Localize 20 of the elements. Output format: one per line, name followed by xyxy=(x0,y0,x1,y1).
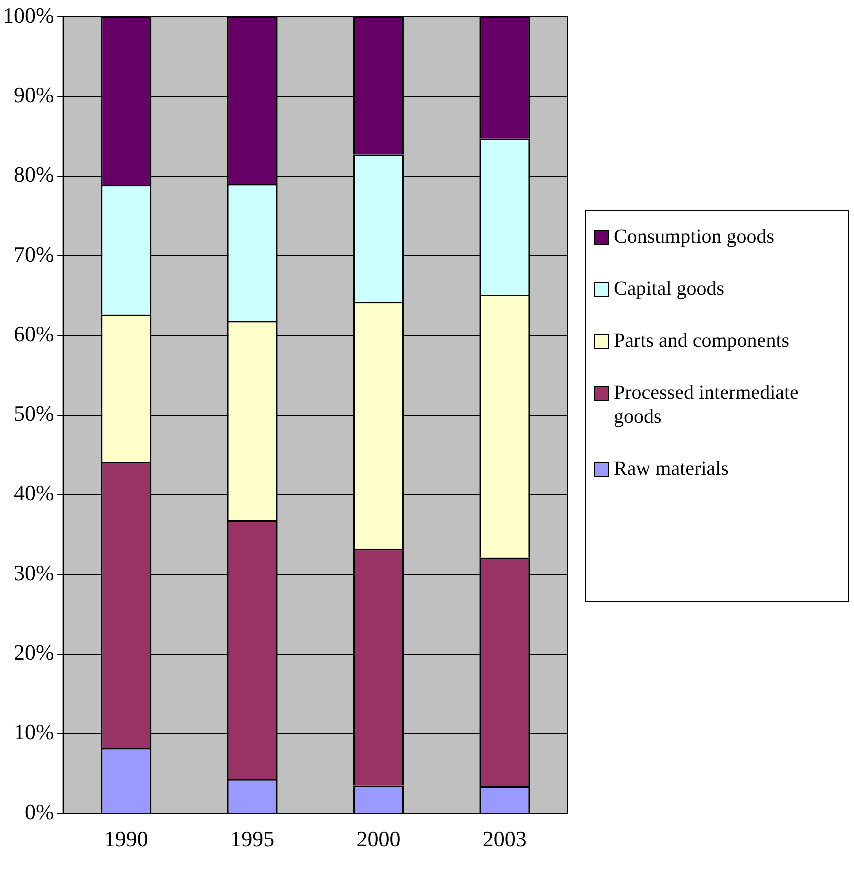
y-tick-label: 70% xyxy=(14,242,54,267)
y-tick-label: 50% xyxy=(14,401,54,426)
y-tick-label: 80% xyxy=(14,162,54,188)
y-tick-label: 20% xyxy=(14,640,54,666)
y-tick-label: 100% xyxy=(3,2,54,28)
y-tick-label: 40% xyxy=(14,480,54,506)
y-tick-label: 0% xyxy=(25,799,54,824)
x-tick-label: 1990 xyxy=(104,826,148,852)
legend-label: Consumption goods xyxy=(614,225,775,249)
y-tick-label: 90% xyxy=(14,82,54,108)
y-tick-label: 30% xyxy=(14,560,54,586)
y-tick-label: 60% xyxy=(14,321,54,346)
legend-label: Parts and components xyxy=(614,329,790,353)
x-tick-label: 1995 xyxy=(230,826,275,852)
legend-label: Raw materials xyxy=(614,457,729,481)
legend-label: Processed intermediate goods xyxy=(614,381,800,429)
legend-label: Capital goods xyxy=(614,277,725,301)
x-tick-label: 2000 xyxy=(356,826,401,852)
x-tick-label: 2003 xyxy=(482,826,527,852)
y-tick-label: 10% xyxy=(14,720,54,745)
